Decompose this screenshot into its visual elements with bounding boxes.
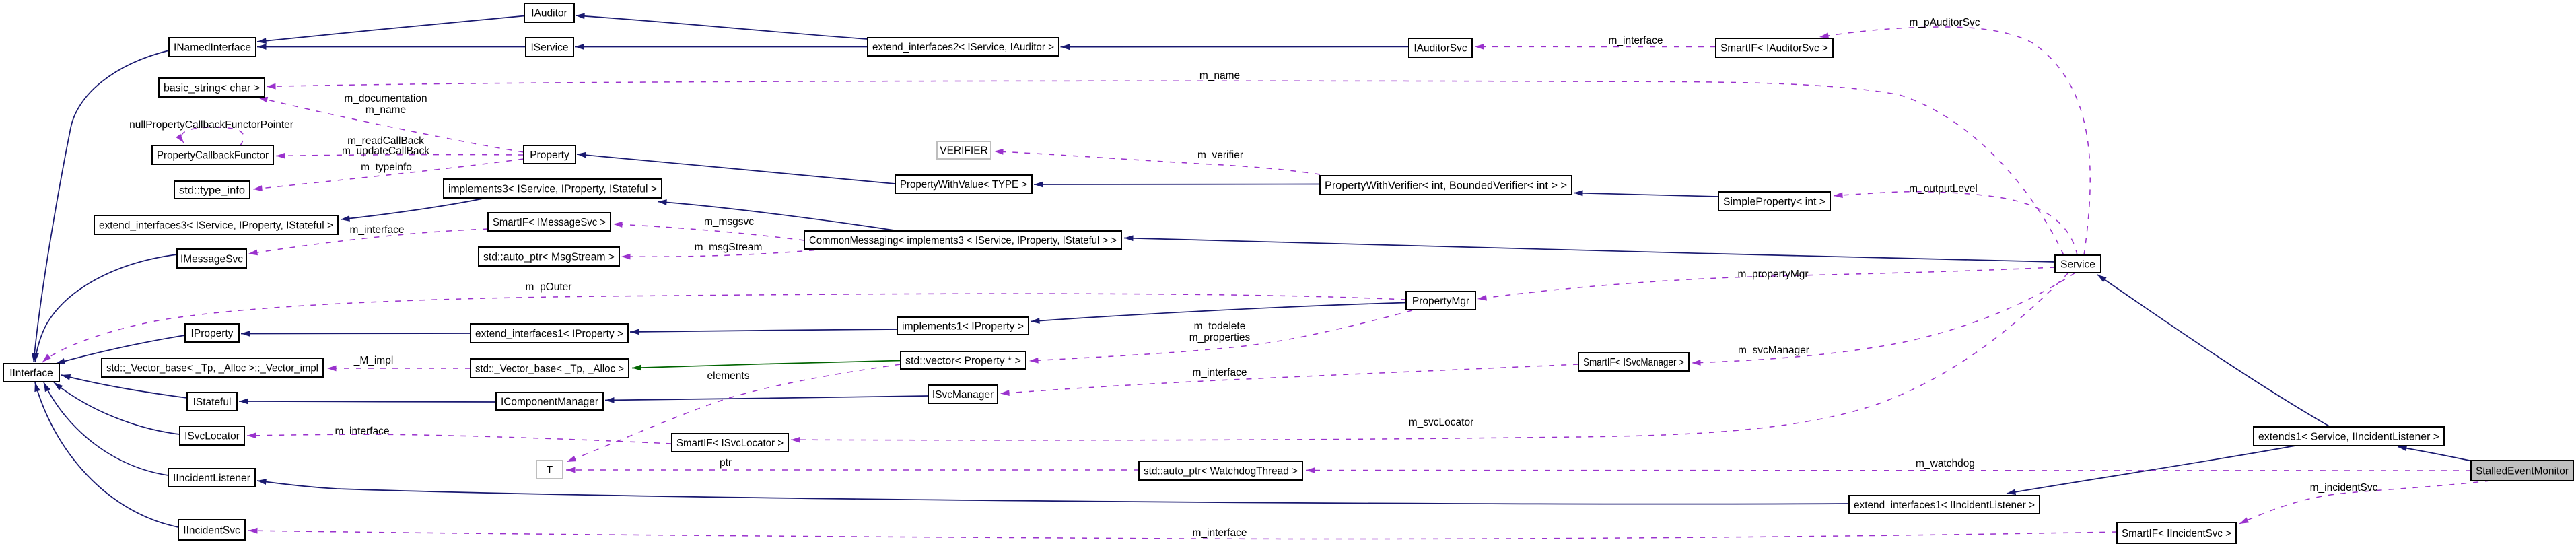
svg-text:m_todelete: m_todelete xyxy=(1194,320,1246,332)
svg-text:m_svcLocator: m_svcLocator xyxy=(1409,417,1473,428)
svg-text:m_verifier: m_verifier xyxy=(1197,149,1243,161)
svg-text:m_properties: m_properties xyxy=(1189,332,1251,343)
svg-text:m_pOuter: m_pOuter xyxy=(526,281,572,293)
svg-text:T: T xyxy=(547,465,553,476)
svg-text:m_interface: m_interface xyxy=(335,426,390,437)
svg-text:m_watchdog: m_watchdog xyxy=(1916,458,1975,469)
svg-text:extend_interfaces3< IService,: extend_interfaces3< IService, IProperty,… xyxy=(99,220,333,232)
svg-text:ptr: ptr xyxy=(720,457,732,469)
svg-text:IIncidentListener: IIncidentListener xyxy=(173,473,250,484)
svg-text:std::_Vector_base< _Tp, _Alloc: std::_Vector_base< _Tp, _Alloc >::_Vecto… xyxy=(106,363,318,374)
svg-text:ISvcLocator: ISvcLocator xyxy=(184,431,240,442)
svg-text:_M_impl: _M_impl xyxy=(353,355,394,366)
svg-text:Property: Property xyxy=(530,149,569,161)
svg-text:PropertyMgr: PropertyMgr xyxy=(1412,296,1469,307)
svg-text:IProperty: IProperty xyxy=(191,328,234,339)
svg-text:m_interface: m_interface xyxy=(1609,35,1663,46)
svg-text:IService: IService xyxy=(531,42,569,54)
svg-text:m_interface: m_interface xyxy=(350,224,405,236)
svg-text:PropertyCallbackFunctor: PropertyCallbackFunctor xyxy=(157,150,269,162)
svg-text:m_interface: m_interface xyxy=(1193,367,1247,378)
svg-text:SmartIF< IAuditorSvc >: SmartIF< IAuditorSvc > xyxy=(1720,43,1828,55)
svg-text:IInterface: IInterface xyxy=(9,368,53,379)
svg-text:m_readCallBack: m_readCallBack xyxy=(347,135,424,147)
svg-text:PropertyWithValue< TYPE >: PropertyWithValue< TYPE > xyxy=(900,179,1027,191)
svg-text:IAuditor: IAuditor xyxy=(531,8,567,20)
svg-text:m_updateCallBack: m_updateCallBack xyxy=(342,145,429,157)
svg-text:ISvcManager: ISvcManager xyxy=(932,389,994,401)
svg-text:elements: elements xyxy=(707,370,750,382)
svg-text:std::_Vector_base< _Tp, _Alloc: std::_Vector_base< _Tp, _Alloc > xyxy=(475,364,624,375)
svg-text:std::auto_ptr< WatchdogThread: std::auto_ptr< WatchdogThread > xyxy=(1144,466,1298,477)
svg-text:INamedInterface: INamedInterface xyxy=(174,42,251,54)
svg-text:std::vector< Property * >: std::vector< Property * > xyxy=(905,355,1021,367)
svg-text:IAuditorSvc: IAuditorSvc xyxy=(1414,43,1467,55)
svg-text:m_pAuditorSvc: m_pAuditorSvc xyxy=(1909,17,1980,28)
svg-text:extend_interfaces1< IIncidentL: extend_interfaces1< IIncidentListener > xyxy=(1854,500,2035,511)
svg-text:Service: Service xyxy=(2060,259,2095,271)
svg-text:m_msgsvc: m_msgsvc xyxy=(704,216,754,228)
svg-text:basic_string< char >: basic_string< char > xyxy=(164,83,260,94)
svg-text:SmartIF< ISvcManager >: SmartIF< ISvcManager > xyxy=(1583,357,1684,368)
svg-text:SmartIF< ISvcLocator >: SmartIF< ISvcLocator > xyxy=(676,438,784,449)
svg-text:IIncidentSvc: IIncidentSvc xyxy=(183,525,240,537)
svg-text:m_name: m_name xyxy=(1199,70,1240,81)
svg-text:nullPropertyCallbackFunctorPoi: nullPropertyCallbackFunctorPointer xyxy=(129,119,293,131)
svg-text:m_typeinfo: m_typeinfo xyxy=(361,162,412,173)
svg-text:m_incidentSvc: m_incidentSvc xyxy=(2310,482,2378,494)
svg-text:m_interface: m_interface xyxy=(1193,527,1247,539)
svg-text:m_name: m_name xyxy=(365,104,406,116)
svg-text:implements1< IProperty >: implements1< IProperty > xyxy=(902,321,1024,333)
svg-text:IStateful: IStateful xyxy=(193,397,232,408)
svg-text:m_documentation: m_documentation xyxy=(344,93,427,104)
svg-text:IComponentManager: IComponentManager xyxy=(501,397,598,408)
svg-text:extends1< Service, IIncidentLi: extends1< Service, IIncidentListener > xyxy=(2258,432,2439,443)
svg-text:CommonMessaging< implements3 <: CommonMessaging< implements3 < IService,… xyxy=(809,235,1117,246)
svg-text:extend_interfaces2< IService,: extend_interfaces2< IService, IAuditor > xyxy=(872,42,1054,53)
svg-text:SmartIF< IIncidentSvc >: SmartIF< IIncidentSvc > xyxy=(2122,528,2231,539)
svg-text:SmartIF< IMessageSvc >: SmartIF< IMessageSvc > xyxy=(493,217,606,228)
svg-text:extend_interfaces1< IProperty: extend_interfaces1< IProperty > xyxy=(475,329,623,340)
svg-text:std::type_info: std::type_info xyxy=(179,185,245,197)
svg-text:m_svcManager: m_svcManager xyxy=(1738,345,1809,356)
svg-text:PropertyWithVerifier< int, Bou: PropertyWithVerifier< int, BoundedVerifi… xyxy=(1325,180,1567,192)
svg-text:StalledEventMonitor: StalledEventMonitor xyxy=(2476,466,2569,477)
svg-text:m_propertyMgr: m_propertyMgr xyxy=(1737,269,1808,280)
svg-text:m_outputLevel: m_outputLevel xyxy=(1909,183,1978,195)
svg-text:implements3< IService, IProper: implements3< IService, IProperty, IState… xyxy=(448,184,657,195)
svg-text:std::auto_ptr< MsgStream >: std::auto_ptr< MsgStream > xyxy=(483,252,615,263)
svg-text:m_msgStream: m_msgStream xyxy=(695,242,763,253)
svg-text:SimpleProperty< int >: SimpleProperty< int > xyxy=(1723,197,1825,208)
svg-text:IMessageSvc: IMessageSvc xyxy=(180,254,243,265)
svg-text:VERIFIER: VERIFIER xyxy=(940,145,987,157)
